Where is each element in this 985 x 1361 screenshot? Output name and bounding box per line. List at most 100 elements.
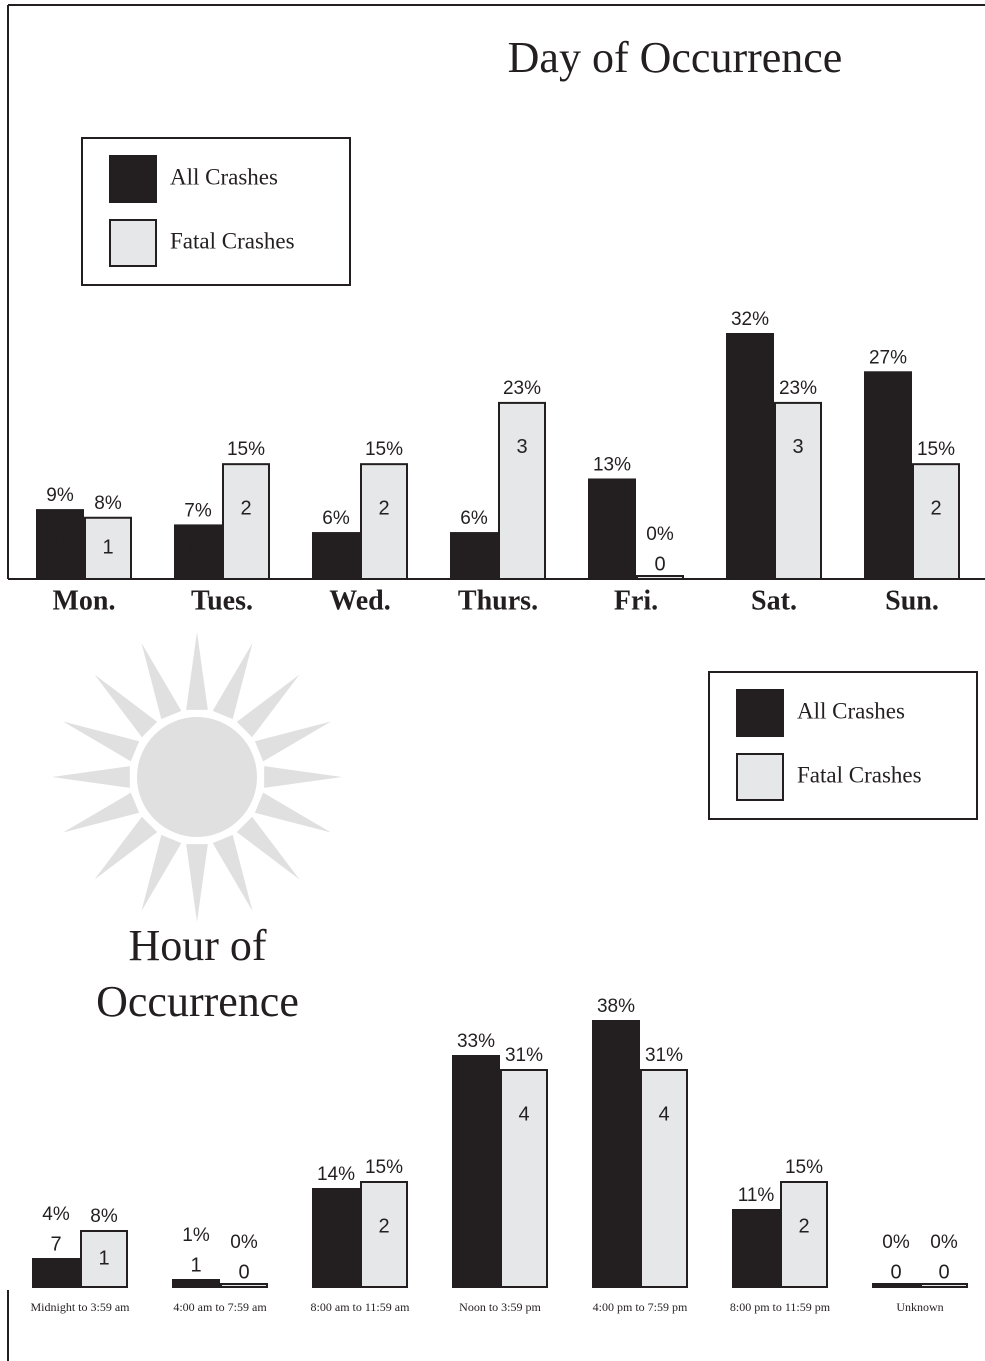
value-label: 15% [365, 439, 403, 460]
x-tick-label: 4:00 pm to 7:59 pm [593, 1300, 688, 1314]
bar [865, 372, 911, 579]
bar [913, 464, 959, 579]
count-label: 3 [792, 436, 803, 458]
sun-ray [63, 722, 139, 762]
value-label: 8% [90, 1206, 118, 1227]
value-label: 11% [738, 1185, 775, 1206]
value-label: 15% [917, 439, 955, 460]
bar [361, 464, 407, 579]
value-label: 33% [457, 1031, 495, 1052]
count-label: 2 [930, 497, 941, 519]
legend-swatch [110, 156, 156, 202]
count-label: 2 [240, 497, 251, 519]
page: Day of Occurrence All CrashesFatal Crash… [0, 0, 985, 1361]
count-label: 4 [518, 1103, 529, 1125]
x-tick-label: 8:00 am to 11:59 am [311, 1300, 411, 1314]
sun-ray [63, 793, 139, 833]
sun-ray [237, 817, 300, 880]
bar [775, 403, 821, 579]
legend-label: Fatal Crashes [170, 228, 295, 253]
count-label: 55 [739, 367, 761, 389]
value-label: 9% [46, 485, 74, 506]
x-tick-label: Tues. [191, 585, 253, 616]
value-label: 13% [593, 454, 631, 475]
count-label: 0 [938, 1261, 949, 1283]
x-tick-label: Mon. [53, 585, 116, 616]
x-tick-label: 8:00 pm to 11:59 pm [730, 1300, 831, 1314]
value-label: 0% [646, 524, 674, 545]
count-label: 47 [877, 406, 899, 428]
value-label: 6% [322, 508, 350, 529]
x-tick-label: Wed. [329, 585, 390, 616]
sun-ray [94, 674, 157, 737]
count-label: 19 [745, 1237, 767, 1259]
value-label: 6% [460, 508, 488, 529]
count-label: 57 [465, 1089, 487, 1111]
sun-ray [255, 793, 331, 833]
legend-swatch [110, 220, 156, 266]
sun-decoration [52, 632, 342, 922]
count-label: 23 [601, 513, 623, 535]
value-label: 8% [94, 493, 122, 514]
value-label: 4% [42, 1204, 70, 1225]
value-label: 38% [597, 996, 635, 1017]
x-tick-label: Unknown [896, 1300, 943, 1314]
chart-title: Day of Occurrence [508, 33, 843, 82]
count-label: 7 [50, 1233, 61, 1255]
value-label: 7% [184, 500, 212, 521]
bar [499, 403, 545, 579]
x-tick-label: Sun. [885, 585, 939, 616]
value-label: 31% [645, 1045, 683, 1066]
bar [173, 1280, 219, 1287]
value-label: 32% [731, 309, 769, 330]
x-tick-label: Sat. [751, 585, 797, 616]
bar [921, 1284, 967, 1287]
value-label: 0% [930, 1232, 958, 1253]
count-label: 1 [190, 1254, 201, 1276]
chart: Day of Occurrence All CrashesFatal Crash… [0, 0, 985, 1361]
count-label: 0 [238, 1261, 249, 1283]
count-label: 2 [798, 1215, 809, 1237]
x-tick-label: Noon to 3:59 pm [459, 1300, 541, 1314]
count-label: 3 [516, 436, 527, 458]
x-tick-label: Thurs. [458, 585, 538, 616]
count-label: 2 [378, 1215, 389, 1237]
legend-swatch [737, 754, 783, 800]
legend-label: Fatal Crashes [797, 762, 922, 787]
count-label: 24 [325, 1222, 348, 1244]
bar [637, 576, 683, 579]
bar [873, 1284, 919, 1287]
sun-ray [213, 643, 253, 719]
value-label: 23% [779, 378, 817, 399]
value-label: 1% [182, 1225, 210, 1246]
sun-ray [186, 844, 208, 922]
value-label: 0% [230, 1232, 258, 1253]
bar [223, 464, 269, 579]
x-tick-label: Midnight to 3:59 am [31, 1300, 131, 1314]
count-label: 12 [187, 540, 209, 562]
sun-ray [237, 674, 300, 737]
count-label: 11 [463, 544, 484, 566]
value-label: 15% [785, 1157, 823, 1178]
sun-ray [213, 835, 253, 911]
count-label: 10 [325, 544, 347, 566]
sun-ray [94, 817, 157, 880]
sun-ray [142, 835, 182, 911]
legend-swatch [737, 690, 783, 736]
bar [221, 1284, 267, 1287]
sun-ray [255, 722, 331, 762]
count-label: 65 [605, 1054, 627, 1076]
count-label: 15 [49, 533, 71, 555]
count-label: 0 [890, 1261, 901, 1283]
value-label: 15% [365, 1157, 403, 1178]
sun-ray [186, 632, 208, 710]
value-label: 14% [317, 1164, 355, 1185]
count-label: 2 [378, 497, 389, 519]
chart-title: Hour of Occurrence [60, 918, 335, 1030]
sun-ray [52, 766, 130, 788]
count-label: 1 [102, 537, 113, 559]
bar [33, 1259, 79, 1287]
value-label: 27% [869, 347, 907, 368]
value-label: 0% [882, 1232, 910, 1253]
count-label: 1 [98, 1247, 109, 1269]
